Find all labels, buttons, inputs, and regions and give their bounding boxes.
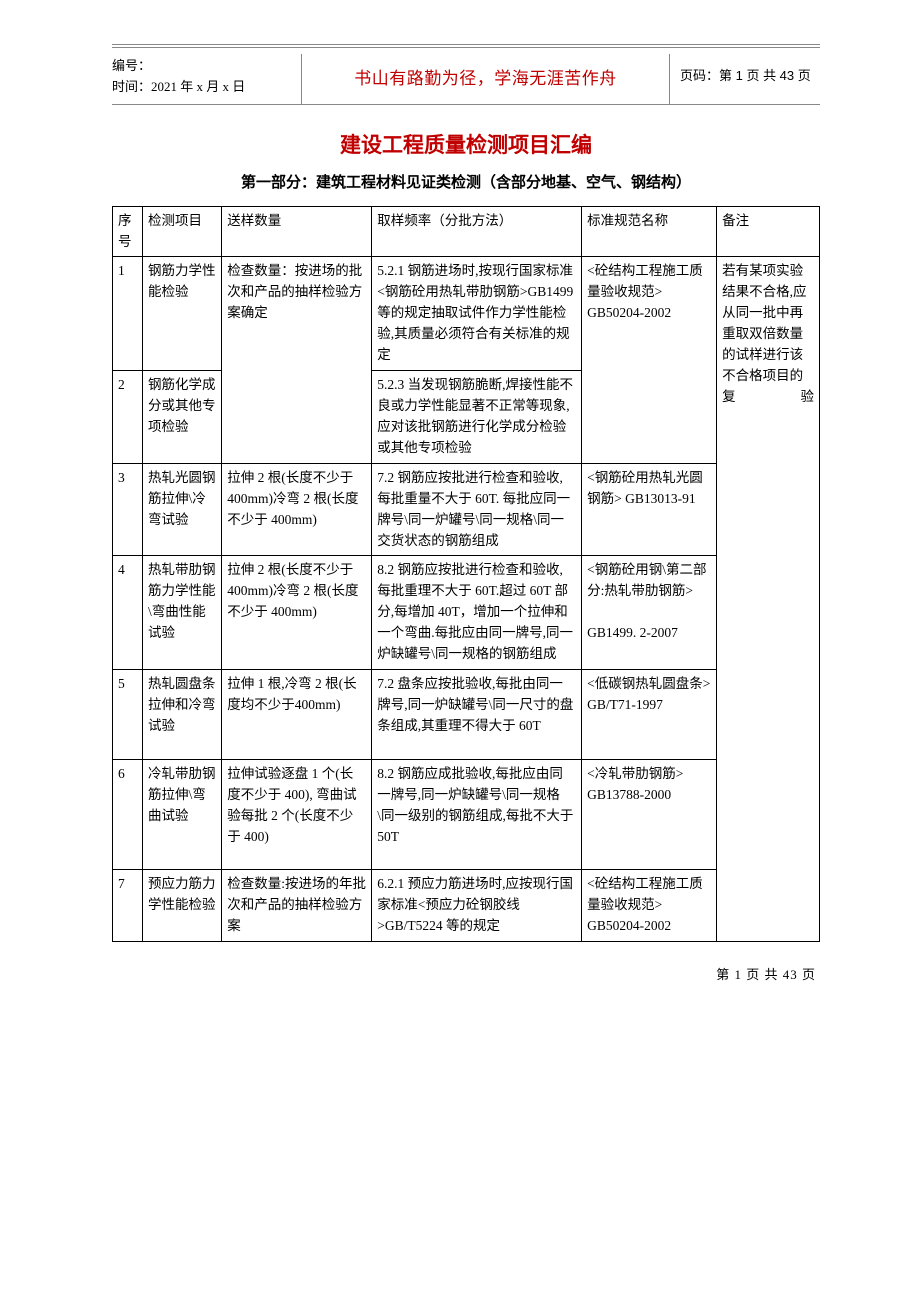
cell-seq: 7 [113,870,143,942]
cell-freq: 6.2.1 预应力筋进场时,应按现行国家标准<预应力砼钢胶线>GB/T5224 … [372,870,582,942]
cell-item: 热轧带肋钢筋力学性能\弯曲性能试验 [142,556,221,670]
cell-item: 冷轧带肋钢筋拉伸\弯曲试验 [142,759,221,870]
cell-std: <砼结构工程施工质量验收规范> GB50204-2002 [582,257,717,371]
col-std-header: 标准规范名称 [582,206,717,257]
cell-item: 热轧光圆钢筋拉伸\冷弯试验 [142,463,221,556]
cell-std: <钢筋砼用钢\第二部分:热轧带肋钢筋> GB1499. 2-2007 [582,556,717,670]
cell-std: <冷轧带肋钢筋> GB13788-2000 [582,759,717,870]
cell-freq: 5.2.3 当发现钢筋脆断,焊接性能不良或力学性能显著不正常等现象,应对该批钢筋… [372,371,582,464]
table-row: 1 钢筋力学性能检验 检查数量：按进场的批次和产品的抽样检验方案确定 5.2.1… [113,257,820,371]
cell-freq: 8.2 钢筋应成批验收,每批应由同一牌号,同一炉缺罐号\同一规格\同一级别的钢筋… [372,759,582,870]
cell-qty: 检查数量：按进场的批次和产品的抽样检验方案确定 [222,257,372,371]
rule-header-bottom [112,104,820,105]
cell-item: 预应力筋力学性能检验 [142,870,221,942]
cell-seq: 6 [113,759,143,870]
cell-qty [222,371,372,464]
rule-top-1 [112,44,820,45]
cell-note-merged: 若有某项实验结果不合格,应从同一批中再重取双倍数量的试样进行该不合格项目的复验 [717,257,820,942]
rule-top-2 [112,47,820,48]
col-qty-header: 送样数量 [222,206,372,257]
table-row: 3 热轧光圆钢筋拉伸\冷弯试验 拉伸 2 根(长度不少于 400mm)冷弯 2 … [113,463,820,556]
cell-freq: 5.2.1 钢筋进场时,按现行国家标准<钢筋砼用热轧带肋钢筋>GB1499 等的… [372,257,582,371]
cell-std: <钢筋砼用热轧光圆钢筋> GB13013-91 [582,463,717,556]
cell-freq: 8.2 钢筋应按批进行检查和验收,每批重理不大于 60T.超过 60T 部分,每… [372,556,582,670]
cell-qty: 拉伸试验逐盘 1 个(长度不少于 400), 弯曲试验每批 2 个(长度不少于 … [222,759,372,870]
cell-std: <低碳钢热轧圆盘条> GB/T71-1997 [582,670,717,760]
cell-seq: 5 [113,670,143,760]
col-freq-header: 取样频率（分批方法） [372,206,582,257]
cell-qty: 拉伸 1 根,冷弯 2 根(长度均不少于400mm) [222,670,372,760]
header-left: 编号： 时间：2021 年 x 月 x 日 [112,54,302,104]
page-footer: 第 1 页 共 43 页 [112,964,820,983]
cell-freq: 7.2 钢筋应按批进行检查和验收,每批重量不大于 60T. 每批应同一牌号\同一… [372,463,582,556]
cell-qty: 拉伸 2 根(长度不少于 400mm)冷弯 2 根(长度不少于 400mm) [222,556,372,670]
table-row: 6 冷轧带肋钢筋拉伸\弯曲试验 拉伸试验逐盘 1 个(长度不少于 400), 弯… [113,759,820,870]
cell-std [582,371,717,464]
date-label: 时间：2021 年 x 月 x 日 [112,77,293,98]
cell-qty: 拉伸 2 根(长度不少于 400mm)冷弯 2 根(长度不少于 400mm) [222,463,372,556]
table-row: 7 预应力筋力学性能检验 检查数量:按进场的年批次和产品的抽样检验方案 6.2.… [113,870,820,942]
table-row: 2 钢筋化学成分或其他专项检验 5.2.3 当发现钢筋脆断,焊接性能不良或力学性… [113,371,820,464]
col-item-header: 检测项目 [142,206,221,257]
cell-seq: 1 [113,257,143,371]
cell-item: 热轧圆盘条拉伸和冷弯试验 [142,670,221,760]
page-header: 编号： 时间：2021 年 x 月 x 日 书山有路勤为径，学海无涯苦作舟 页码… [112,54,820,104]
col-note-header: 备注 [717,206,820,257]
cell-item: 钢筋化学成分或其他专项检验 [142,371,221,464]
table-row: 4 热轧带肋钢筋力学性能\弯曲性能试验 拉伸 2 根(长度不少于 400mm)冷… [113,556,820,670]
serial-label: 编号： [112,56,293,77]
cell-seq: 2 [113,371,143,464]
cell-qty: 检查数量:按进场的年批次和产品的抽样检验方案 [222,870,372,942]
inspection-table: 序号 检测项目 送样数量 取样频率（分批方法） 标准规范名称 备注 1 钢筋力学… [112,206,820,943]
cell-freq: 7.2 盘条应按批验收,每批由同一牌号,同一炉缺罐号\同一尺寸的盘条组成,其重理… [372,670,582,760]
page: 编号： 时间：2021 年 x 月 x 日 书山有路勤为径，学海无涯苦作舟 页码… [0,0,920,1023]
cell-seq: 3 [113,463,143,556]
document-subtitle: 第一部分：建筑工程材料见证类检测（含部分地基、空气、钢结构） [112,171,820,192]
cell-seq: 4 [113,556,143,670]
col-seq-header: 序号 [113,206,143,257]
header-page-label: 页码：第 1 页 共 43 页 [670,54,820,104]
table-row: 5 热轧圆盘条拉伸和冷弯试验 拉伸 1 根,冷弯 2 根(长度均不少于400mm… [113,670,820,760]
header-motto: 书山有路勤为径，学海无涯苦作舟 [302,54,670,104]
cell-std: <砼结构工程施工质量验收规范> GB50204-2002 [582,870,717,942]
table-header-row: 序号 检测项目 送样数量 取样频率（分批方法） 标准规范名称 备注 [113,206,820,257]
document-title: 建设工程质量检测项目汇编 [112,129,820,159]
cell-item: 钢筋力学性能检验 [142,257,221,371]
